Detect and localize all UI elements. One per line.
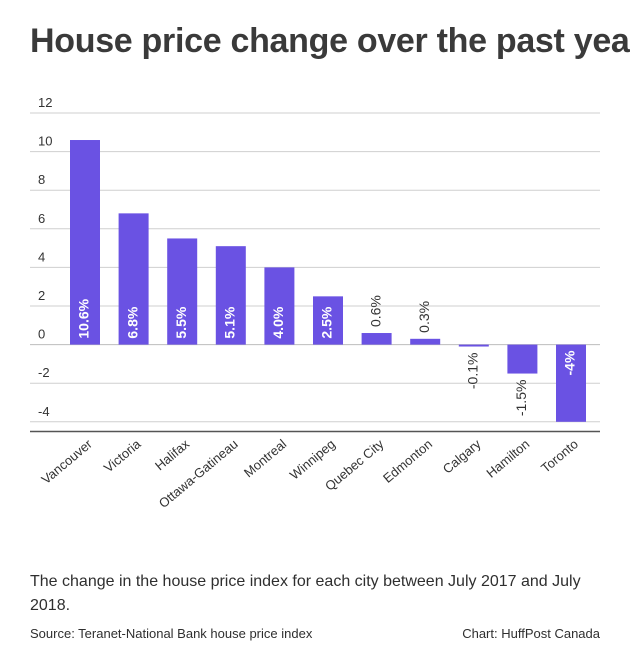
y-tick-label: 10 [38, 134, 52, 149]
x-tick-label: Hamilton [483, 436, 532, 480]
data-label: 5.5% [173, 306, 189, 338]
y-tick-label: 12 [38, 95, 52, 110]
data-label: -1.5% [513, 380, 529, 417]
y-tick-label: 6 [38, 211, 45, 226]
y-tick-label: 4 [38, 249, 45, 264]
bar [70, 140, 100, 345]
x-tick-label: Toronto [538, 436, 581, 475]
data-label: 4.0% [270, 306, 286, 338]
y-tick-label: -4 [38, 404, 50, 419]
bar [167, 238, 198, 345]
data-label: 0.6% [367, 295, 383, 327]
x-tick-label: Victoria [101, 436, 144, 476]
bar [361, 333, 392, 345]
y-tick-label: 8 [38, 172, 45, 187]
source-note: Source: Teranet-National Bank house pric… [30, 626, 313, 641]
x-tick-label: Calgary [440, 436, 484, 477]
x-tick-label: Edmonton [380, 436, 435, 486]
bar [507, 344, 538, 374]
y-tick-label: -2 [38, 365, 50, 380]
chart-credit: Chart: HuffPost Canada [462, 626, 600, 641]
data-label: 5.1% [222, 306, 238, 338]
bar [458, 344, 489, 347]
bar [215, 246, 246, 345]
data-label: 2.5% [319, 306, 335, 338]
y-axis-ticks: 12 10 8 6 4 2 0 -2 -4 [38, 95, 52, 419]
data-label: -0.1% [465, 353, 481, 390]
data-label: -4% [562, 350, 578, 375]
data-label: 6.8% [124, 306, 140, 338]
chart-title: House price change over the past year [30, 22, 630, 60]
data-labels: 10.6% 6.8% 5.5% 5.1% 4.0% 2.5% 0.6% 0.3% -0.1% -1… [76, 295, 578, 416]
data-label: 0.3% [416, 301, 432, 333]
chart-caption: The change in the house price index for … [30, 573, 581, 614]
x-tick-label: Montreal [241, 436, 289, 480]
chart-footer: Source: Teranet-National Bank house pric… [30, 626, 600, 641]
bar [410, 338, 441, 345]
x-tick-label: Vancouver [38, 436, 95, 487]
x-tick-label: Halifax [152, 436, 192, 473]
y-tick-label: 2 [38, 288, 45, 303]
bar-chart: 12 10 8 6 4 2 0 -2 -4 10.6% 6.8% 5.5% 5.1% 4.0% 2.5% 0… [30, 95, 600, 511]
data-label: 10.6% [76, 298, 92, 338]
bar [118, 213, 149, 345]
bar [264, 267, 295, 345]
bars [70, 140, 586, 422]
bar [556, 344, 586, 422]
y-tick-label: 0 [38, 327, 45, 342]
bar [313, 296, 343, 345]
